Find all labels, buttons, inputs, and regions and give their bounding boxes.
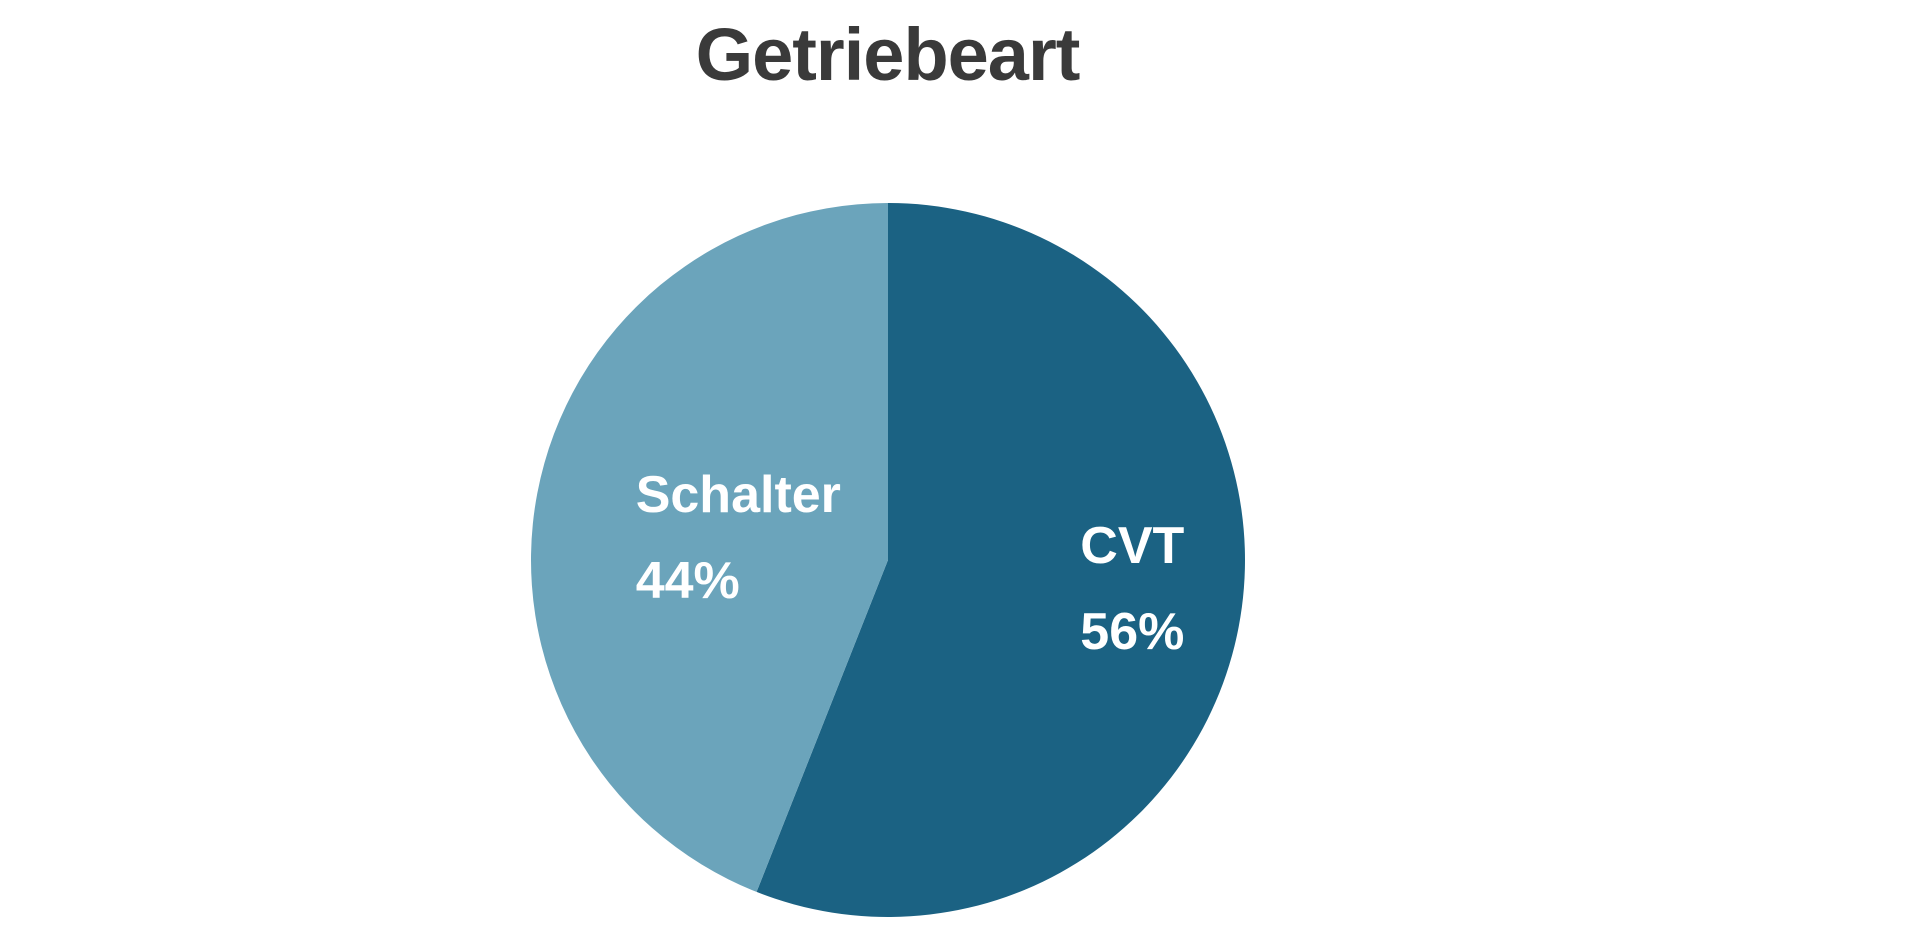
slice-value-schalter: 44% [636, 552, 740, 610]
slice-label-cvt: CVT [1080, 517, 1184, 575]
pie-slice-schalter [531, 203, 888, 892]
pie-slice-cvt [756, 203, 1245, 917]
slice-value-cvt: 56% [1080, 603, 1184, 661]
slice-label-schalter: Schalter [636, 466, 841, 524]
chart-title: Getriebeart [695, 13, 1081, 96]
